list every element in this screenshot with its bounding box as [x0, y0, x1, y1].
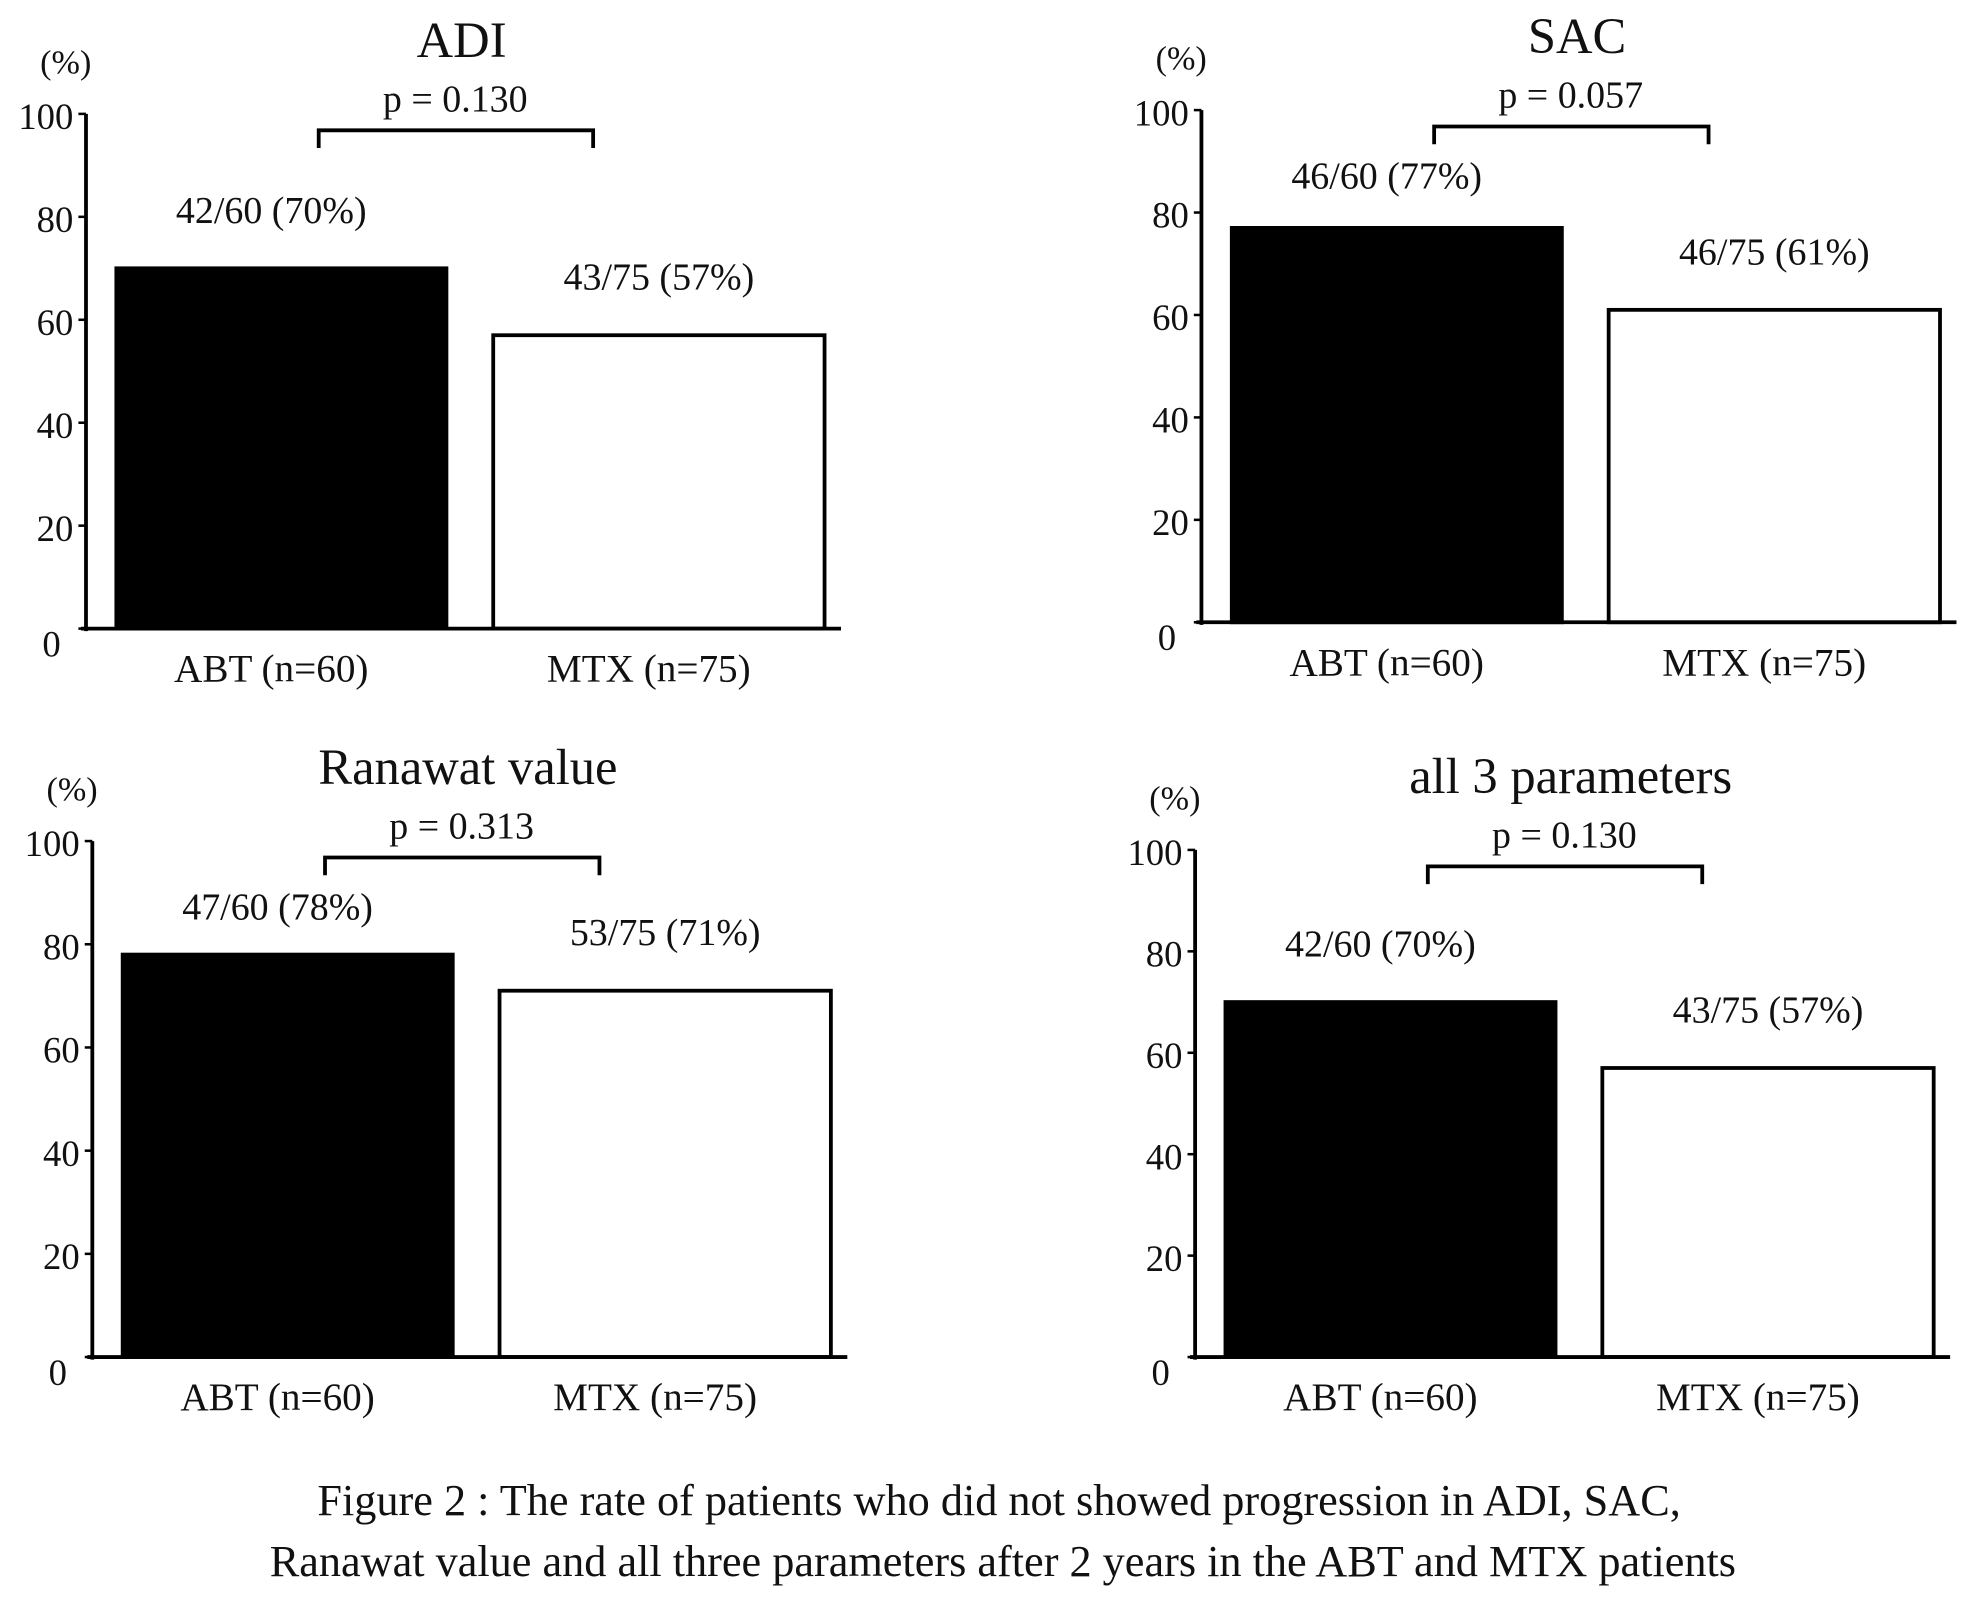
category-label: ABT (n=60) — [1289, 641, 1483, 684]
y-tick-label: 80 — [1152, 195, 1189, 236]
bar-abt — [114, 266, 449, 631]
data-label: 53/75 (71%) — [570, 912, 761, 954]
y-axis-unit: (%) — [47, 772, 98, 809]
y-tick-label: 80 — [1146, 934, 1183, 975]
data-label: 47/60 (78%) — [182, 886, 373, 928]
p-value: p = 0.313 — [389, 806, 534, 848]
y-axis-unit: (%) — [40, 44, 91, 81]
y-tick-label: 80 — [37, 199, 74, 240]
y-tick-label: 0 — [42, 623, 60, 664]
chart-title: ADI — [417, 12, 507, 68]
chart-panel: SAC (%) p = 0.057 46/60 (77%) ABT (n=60) 46/7… — [1134, 8, 1957, 684]
y-tick-label: 60 — [37, 302, 74, 343]
y-tick-label: 100 — [1127, 832, 1182, 873]
y-tick-label: 0 — [49, 1352, 67, 1393]
data-label: 42/60 (70%) — [1285, 924, 1476, 966]
chart-panel: Ranawat value (%) p = 0.313 47/60 (78%) ABT … — [25, 739, 848, 1419]
bar-abt — [1223, 1000, 1558, 1359]
category-label: MTX (n=75) — [547, 648, 751, 691]
y-tick-label: 40 — [43, 1133, 80, 1174]
y-tick-label: 40 — [37, 405, 74, 446]
p-value: p = 0.130 — [383, 78, 528, 120]
y-tick-label: 20 — [1152, 502, 1189, 543]
p-value: p = 0.057 — [1498, 75, 1643, 117]
y-tick-label: 100 — [18, 96, 73, 137]
bar-abt — [1229, 226, 1564, 625]
significance-bracket — [323, 855, 602, 876]
y-axis-unit: (%) — [1149, 780, 1200, 817]
category-label: ABT (n=60) — [1283, 1376, 1477, 1419]
category-label: ABT (n=60) — [174, 648, 368, 691]
p-value: p = 0.130 — [1492, 814, 1637, 856]
bar-mtx — [491, 333, 827, 631]
category-label: MTX (n=75) — [553, 1376, 757, 1419]
data-label: 43/75 (57%) — [1673, 989, 1864, 1031]
y-tick-label: 80 — [43, 926, 80, 967]
bar-mtx — [497, 988, 833, 1359]
category-label: ABT (n=60) — [180, 1376, 374, 1419]
category-label: MTX (n=75) — [1656, 1376, 1860, 1419]
caption-line-2: Ranawat value and all three parameters a… — [270, 1537, 1736, 1586]
y-tick-label: 100 — [1134, 92, 1189, 133]
y-tick-label: 40 — [1146, 1136, 1183, 1177]
category-label: MTX (n=75) — [1662, 641, 1866, 684]
y-tick-label: 100 — [25, 823, 80, 864]
significance-bracket — [316, 128, 596, 149]
y-tick-label: 60 — [1146, 1035, 1183, 1076]
data-label: 43/75 (57%) — [564, 257, 755, 299]
chart-title: all 3 parameters — [1409, 748, 1732, 804]
y-tick-label: 0 — [1151, 1352, 1169, 1393]
data-label: 42/60 (70%) — [176, 190, 367, 232]
y-tick-label: 40 — [1152, 400, 1189, 441]
y-tick-label: 20 — [1146, 1238, 1183, 1279]
caption-line-1: Figure 2 : The rate of patients who did … — [317, 1476, 1680, 1525]
y-tick-label: 0 — [1158, 617, 1176, 658]
y-tick-label: 20 — [37, 508, 74, 549]
y-tick-label: 60 — [43, 1030, 80, 1071]
significance-bracket — [1425, 864, 1705, 885]
chart-panel: ADI (%) p = 0.130 42/60 (70%) ABT (n=60) 43/7… — [18, 12, 842, 691]
bar-abt — [120, 952, 455, 1359]
chart-panel: all 3 parameters (%) p = 0.130 42/60 (70%) A… — [1127, 748, 1951, 1419]
y-tick-label: 20 — [43, 1236, 80, 1277]
data-label: 46/60 (77%) — [1291, 156, 1482, 198]
chart-title: SAC — [1528, 8, 1626, 64]
data-label: 46/75 (61%) — [1679, 231, 1870, 273]
bar-mtx — [1606, 307, 1942, 625]
y-tick-label: 60 — [1152, 297, 1189, 338]
significance-bracket — [1432, 124, 1711, 145]
y-axis-unit: (%) — [1156, 41, 1207, 78]
chart-title: Ranawat value — [318, 739, 617, 795]
bar-mtx — [1600, 1066, 1936, 1359]
